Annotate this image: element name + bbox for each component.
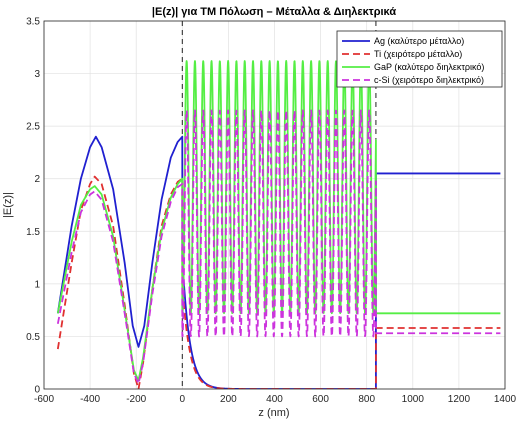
- y-axis-label: |E(z)|: [2, 192, 14, 218]
- y-tick-label: 1.5: [26, 227, 40, 238]
- y-tick-label: 0.5: [26, 332, 40, 343]
- x-tick-label: 600: [312, 394, 329, 405]
- x-tick-label: -600: [34, 394, 54, 405]
- x-tick-label: 1000: [402, 394, 425, 405]
- x-tick-label: 800: [358, 394, 375, 405]
- series-line-1: [56, 175, 501, 389]
- y-tick-label: 1: [34, 279, 40, 290]
- legend: Ag (καλύτερο μέταλλο) Ti (χειρότερο μέταλ…: [336, 30, 503, 88]
- y-tick-label: 3: [34, 69, 40, 80]
- x-tick-label: 400: [266, 394, 283, 405]
- x-tick-label: 1200: [448, 394, 471, 405]
- legend-label: c-Si (χειρότερο διηλεκτρικό): [374, 75, 484, 85]
- y-tick-label: 0: [34, 385, 40, 396]
- y-tick-label: 3.5: [26, 17, 40, 28]
- y-tick-label: 2.5: [26, 122, 40, 133]
- x-tick-label: 1400: [494, 394, 517, 405]
- legend-label: GaP (καλύτερο διηλεκτρικό): [374, 62, 484, 72]
- x-tick-label: -400: [80, 394, 100, 405]
- chart-title: |E(z)| για TM Πόλωση – Μέταλλα & Διηλεκτ…: [152, 6, 396, 18]
- x-tick-label: -200: [126, 394, 146, 405]
- x-tick-labels: -600 -400 -200 0 200 400 600 800 1000 1200 1400: [34, 394, 517, 405]
- y-tick-labels: 0 0.5 1 1.5 2 2.5 3 3.5: [26, 17, 40, 396]
- x-axis-label: z (nm): [258, 407, 289, 419]
- legend-label: Ti (χειρότερο μέταλλο): [374, 49, 462, 59]
- x-tick-label: 200: [220, 394, 237, 405]
- series-line-3: [56, 109, 501, 385]
- plot-frame: [43, 20, 506, 390]
- x-tick-label: 0: [180, 394, 186, 405]
- y-tick-label: 2: [34, 174, 40, 185]
- legend-label: Ag (καλύτερο μέταλλο): [374, 36, 464, 46]
